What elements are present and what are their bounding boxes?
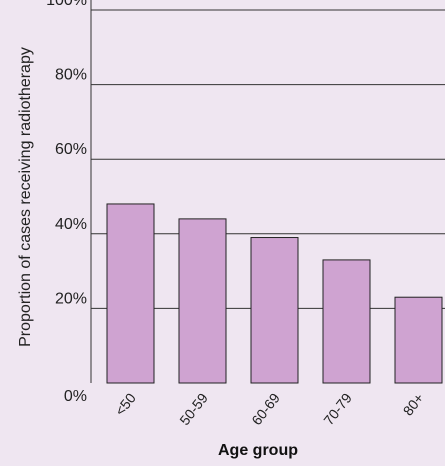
bar-1 [106,203,155,384]
bar-2 [178,218,227,384]
y-tick-label-0: 0% [64,388,87,405]
bars [106,203,443,384]
y-axis-title: Proportion of cases receiving radiothera… [17,47,34,347]
y-tick-label-80: 80% [55,67,87,84]
y-tick-label-20: 20% [55,290,87,307]
y-tick-label-60: 60% [55,141,87,158]
x-axis-title: Age group [218,442,298,459]
bar-5 [394,296,443,384]
y-tick-label-100: 100% [46,0,87,9]
bar-4 [322,259,371,384]
y-tick-labels: 0% 20% 40% 60% 80% 100% [46,0,87,405]
bar-3 [250,237,299,384]
y-tick-label-40: 40% [55,216,87,233]
